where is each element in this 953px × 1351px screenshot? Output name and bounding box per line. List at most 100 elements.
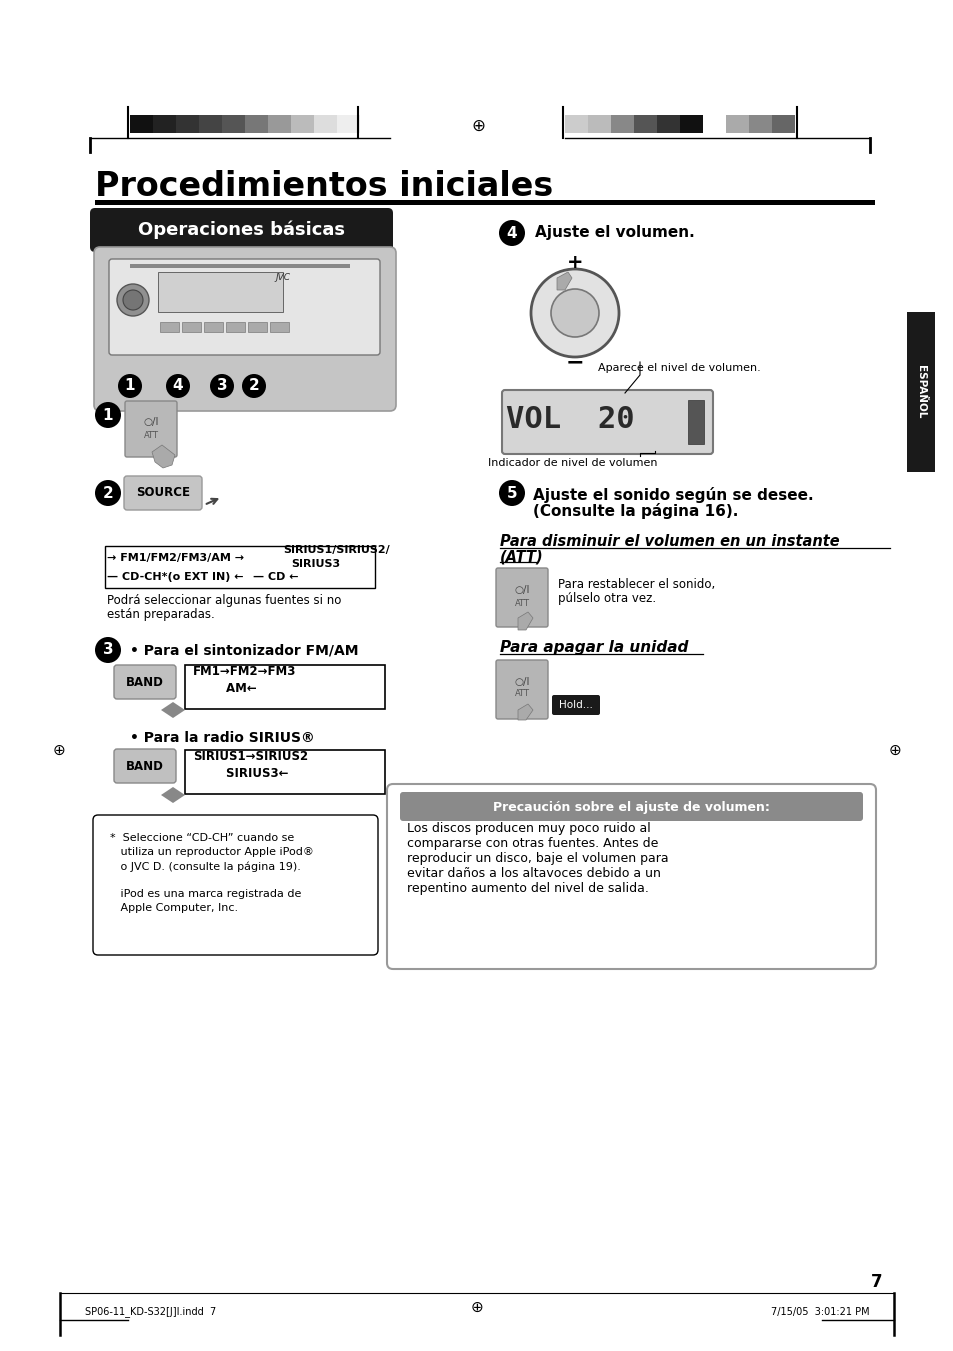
Bar [748,115,771,132]
FancyBboxPatch shape [125,401,177,457]
Bar [182,322,201,332]
Bar [587,115,610,132]
Text: Para disminuir el volumen en un instante: Para disminuir el volumen en un instante [499,534,839,549]
Text: ATT: ATT [143,431,158,439]
Text: SIRIUS1→SIRIUS2: SIRIUS1→SIRIUS2 [193,750,308,763]
Text: Aparece el nivel de volumen.: Aparece el nivel de volumen. [598,363,760,373]
Text: → FM1/FM2/FM3/AM →: → FM1/FM2/FM3/AM → [107,553,244,563]
Text: ⊕: ⊕ [470,1300,483,1315]
Bar [204,322,223,332]
Text: SIRIUS1/SIRIUS2/: SIRIUS1/SIRIUS2/ [283,544,390,555]
Bar [185,750,385,794]
Text: FM1→FM2→FM3: FM1→FM2→FM3 [193,665,296,678]
Polygon shape [161,703,185,717]
Text: púlselo otra vez.: púlselo otra vez. [558,592,656,605]
Bar [610,115,634,132]
Text: (ATT): (ATT) [499,550,543,565]
Text: — CD-CH*(o EXT IN) ←: — CD-CH*(o EXT IN) ← [107,571,243,582]
Text: — CD ←: — CD ← [253,571,298,582]
Circle shape [118,374,142,399]
Text: 2: 2 [249,378,259,393]
Text: Podrá seleccionar algunas fuentes si no: Podrá seleccionar algunas fuentes si no [107,594,341,607]
Bar [725,115,748,132]
Bar [199,115,222,132]
Polygon shape [517,612,533,630]
Text: 4: 4 [172,378,183,393]
Bar [702,115,725,132]
Text: 1: 1 [125,378,135,393]
Text: utiliza un reproductor Apple iPod®: utiliza un reproductor Apple iPod® [110,847,314,857]
FancyBboxPatch shape [113,665,175,698]
Text: Los discos producen muy poco ruido al: Los discos producen muy poco ruido al [407,821,650,835]
Text: Ajuste el volumen.: Ajuste el volumen. [535,226,694,240]
Text: • Para el sintonizador FM/AM: • Para el sintonizador FM/AM [130,643,358,657]
Bar [130,115,152,132]
Text: (Consulte la página 16).: (Consulte la página 16). [533,503,738,519]
Text: SIRIUS3: SIRIUS3 [291,559,340,569]
Bar [175,115,199,132]
Bar [336,115,359,132]
Bar [657,115,679,132]
Text: ○/Ⅰ: ○/Ⅰ [143,417,158,427]
Text: 2: 2 [103,485,113,500]
Circle shape [95,638,121,663]
Bar [158,272,283,312]
Text: Indicador de nivel de volumen: Indicador de nivel de volumen [488,458,657,467]
Text: ESPAÑOL: ESPAÑOL [915,365,925,419]
Circle shape [498,480,524,507]
Text: SOURCE: SOURCE [136,486,190,500]
Text: 7/15/05  3:01:21 PM: 7/15/05 3:01:21 PM [771,1306,869,1317]
Text: repentino aumento del nivel de salida.: repentino aumento del nivel de salida. [407,882,648,894]
Polygon shape [152,444,174,467]
Text: Hold...: Hold... [558,700,593,711]
FancyBboxPatch shape [109,259,379,355]
Circle shape [166,374,190,399]
Text: 5: 5 [506,485,517,500]
Text: 3: 3 [216,378,227,393]
Bar [248,322,267,332]
Bar [270,322,289,332]
Bar [95,200,874,205]
Text: Para apagar la unidad: Para apagar la unidad [499,640,688,655]
Text: • Para la radio SIRIUS®: • Para la radio SIRIUS® [130,731,314,744]
Bar [564,115,587,132]
Circle shape [498,220,524,246]
FancyBboxPatch shape [113,748,175,784]
Bar [185,665,385,709]
FancyBboxPatch shape [501,390,712,454]
Bar [314,115,336,132]
Text: +: + [566,254,582,273]
Text: SIRIUS3←: SIRIUS3← [193,767,288,780]
FancyBboxPatch shape [92,815,377,955]
Text: −: − [565,353,583,372]
Text: ⊕: ⊕ [887,743,901,758]
Text: VOL  20: VOL 20 [505,405,634,435]
Circle shape [551,289,598,336]
Bar [245,115,268,132]
Text: ATT: ATT [514,689,529,698]
FancyBboxPatch shape [387,784,875,969]
Text: 1: 1 [103,408,113,423]
Text: Apple Computer, Inc.: Apple Computer, Inc. [110,902,238,913]
Bar [222,115,245,132]
Text: ATT: ATT [514,598,529,608]
Text: Operaciones básicas: Operaciones básicas [138,220,345,239]
Bar [679,115,702,132]
Text: están preparadas.: están preparadas. [107,608,214,621]
Bar [906,312,934,471]
Bar [105,546,375,588]
Polygon shape [161,788,185,802]
FancyBboxPatch shape [496,567,547,627]
Text: reproducir un disco, baje el volumen para: reproducir un disco, baje el volumen par… [407,852,668,865]
Bar [771,115,794,132]
Bar [687,400,703,444]
Circle shape [531,269,618,357]
FancyBboxPatch shape [399,792,862,821]
Text: AM←: AM← [193,682,256,694]
Text: 7: 7 [870,1273,882,1292]
Text: ○/Ⅰ: ○/Ⅰ [514,585,529,594]
Text: ⊕: ⊕ [471,118,484,135]
FancyBboxPatch shape [94,247,395,411]
Bar [226,322,245,332]
Bar [130,263,350,267]
